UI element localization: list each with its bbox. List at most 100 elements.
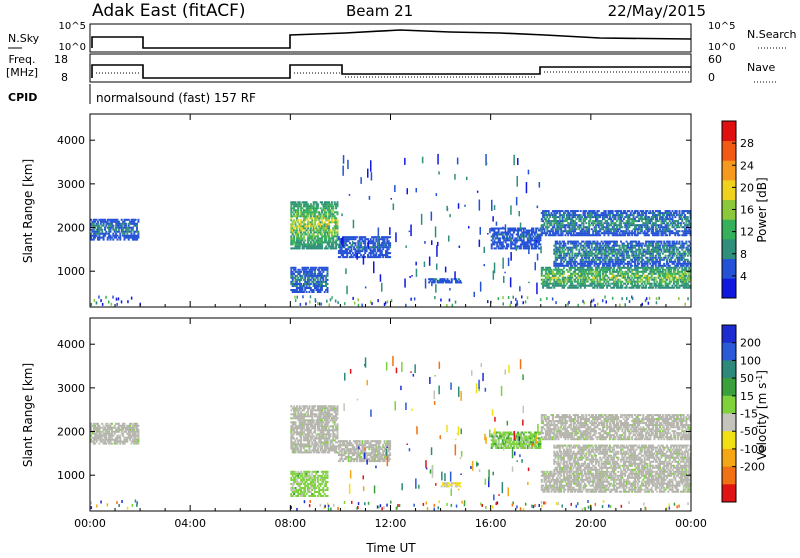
near-range-echo xyxy=(354,302,356,305)
echo-cell xyxy=(679,251,681,253)
echo-cell xyxy=(325,285,327,287)
echo-cell xyxy=(545,218,547,220)
echo-cell xyxy=(308,285,310,287)
echo-cell xyxy=(375,240,377,242)
echo-cell xyxy=(688,273,690,275)
echo-cell xyxy=(621,287,623,289)
echo-cell xyxy=(652,267,654,269)
echo-cell xyxy=(332,243,334,245)
freq-tick-bottom: 8 xyxy=(61,71,68,84)
echo-cell xyxy=(631,271,633,273)
echo-cell xyxy=(321,239,323,241)
echo-cell xyxy=(583,241,585,243)
echo-cell xyxy=(684,255,686,257)
echo-cell xyxy=(662,279,664,281)
echo-cell xyxy=(669,279,671,281)
echo-cell xyxy=(589,220,591,222)
echo-cell xyxy=(599,216,601,218)
echo-cell xyxy=(332,237,334,239)
echo-cell xyxy=(531,234,533,236)
echo-cell xyxy=(577,279,579,281)
echo-cell xyxy=(321,247,323,249)
echo-cell xyxy=(563,283,565,285)
echo-cell xyxy=(112,239,114,241)
echo-cell xyxy=(610,218,612,220)
echo-cell xyxy=(128,225,130,227)
echo-cell xyxy=(659,210,661,212)
echo-streak xyxy=(466,177,468,180)
cpid-text: normalsound (fast) 157 RF xyxy=(96,91,256,105)
echo-cell xyxy=(670,281,672,283)
echo-cell xyxy=(571,259,573,261)
echo-streak xyxy=(480,227,482,235)
nave-tick-top: 60 xyxy=(708,53,722,66)
near-range-echo xyxy=(330,298,332,301)
echo-cell xyxy=(659,263,661,265)
echo-cell xyxy=(577,255,579,257)
echo-cell xyxy=(119,233,121,235)
echo-cell xyxy=(633,287,635,289)
echo-cell xyxy=(381,250,383,252)
echo-cell xyxy=(577,241,579,243)
echo-cell xyxy=(314,269,316,271)
echo-cell xyxy=(118,221,120,223)
echo-cell xyxy=(327,283,329,285)
echo-cell xyxy=(314,221,316,223)
echo-cell xyxy=(656,216,658,218)
echo-cell xyxy=(355,242,357,244)
echo-cell xyxy=(552,228,554,230)
echo-cell xyxy=(594,259,596,261)
echo-cell xyxy=(313,203,315,205)
echo-cell xyxy=(665,220,667,222)
echo-cell xyxy=(612,220,614,222)
echo-cell xyxy=(310,241,312,243)
echo-cell xyxy=(649,210,651,212)
near-range-echo xyxy=(656,301,658,304)
echo-cell xyxy=(318,269,320,271)
echo-streak xyxy=(377,236,379,247)
echo-cell xyxy=(641,226,643,228)
echo-cell xyxy=(628,255,630,257)
echo-cell xyxy=(651,220,653,222)
echo-cell xyxy=(617,257,619,259)
echo-cell xyxy=(567,265,569,267)
echo-cell xyxy=(617,273,619,275)
echo-cell xyxy=(599,277,601,279)
echo-cell xyxy=(502,247,504,249)
echo-cell xyxy=(386,254,388,256)
echo-cell xyxy=(588,245,590,247)
echo-cell xyxy=(350,250,352,252)
echo-cell xyxy=(105,435,107,437)
echo-cell xyxy=(314,237,316,239)
echo-cell xyxy=(94,425,96,427)
echo-cell xyxy=(551,212,553,214)
echo-cell xyxy=(98,225,100,227)
echo-cell xyxy=(292,225,294,227)
echo-cell xyxy=(564,234,566,236)
echo-cell xyxy=(560,261,562,263)
echo-cell xyxy=(375,238,377,240)
near-range-echo xyxy=(678,297,680,300)
echo-cell xyxy=(585,222,587,224)
echo-cell xyxy=(105,443,107,445)
echo-cell xyxy=(296,227,298,229)
echo-cell xyxy=(641,275,643,277)
echo-cell xyxy=(316,227,318,229)
echo-cell xyxy=(628,216,630,218)
echo-cell xyxy=(626,212,628,214)
echo-cell xyxy=(510,245,512,247)
echo-streak xyxy=(416,269,418,277)
echo-cell xyxy=(564,257,566,259)
echo-cell xyxy=(616,255,618,257)
echo-cell xyxy=(595,226,597,228)
echo-cell xyxy=(337,221,339,223)
echo-cell xyxy=(669,283,671,285)
echo-cell xyxy=(601,255,603,257)
echo-cell xyxy=(578,228,580,230)
echo-cell xyxy=(610,224,612,226)
echo-cell xyxy=(503,236,505,238)
echo-cell xyxy=(553,287,555,289)
echo-cell xyxy=(637,261,639,263)
echo-cell xyxy=(514,228,516,230)
freq-tick-top: 18 xyxy=(54,53,68,66)
